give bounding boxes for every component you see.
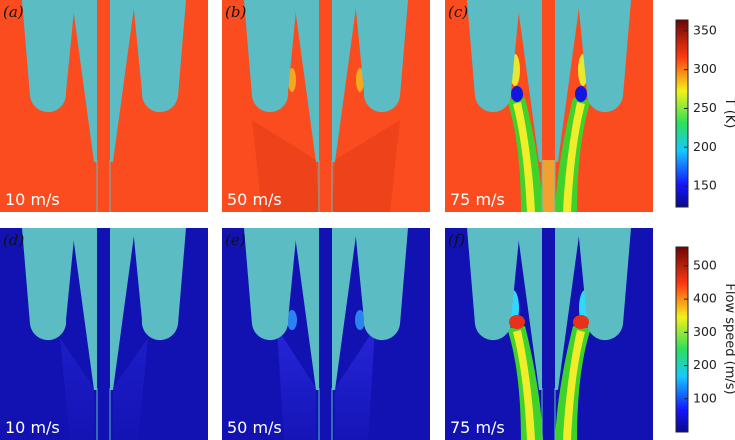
- tick-label: 250: [693, 100, 717, 115]
- speed-label: 10 m/s: [5, 418, 60, 437]
- speed-label: 50 m/s: [227, 418, 282, 437]
- tick-label: 350: [693, 22, 717, 37]
- tick-label: 100: [693, 390, 717, 405]
- panel-label: (b): [225, 3, 246, 21]
- speed-label: 75 m/s: [450, 418, 505, 437]
- panel: (c) 75 m/s: [445, 0, 653, 213]
- tick-label: 400: [693, 291, 717, 306]
- panel: (b) 50 m/s: [222, 0, 430, 213]
- speed-label: 50 m/s: [227, 190, 282, 209]
- panel: (a) 10 m/s: [0, 0, 208, 213]
- panel-label: (e): [225, 231, 246, 249]
- tick-label: 500: [693, 257, 717, 272]
- panel-label: (f): [448, 231, 465, 249]
- tick-label: 200: [693, 139, 717, 154]
- tick-label: 200: [693, 357, 717, 372]
- speed-label: 10 m/s: [5, 190, 60, 209]
- colorbar-label: Flow speed (m/s): [722, 283, 735, 394]
- panel: (d) 10 m/s: [0, 227, 208, 440]
- colorbar: [675, 246, 689, 433]
- panel-label: (c): [448, 3, 468, 21]
- panel: (f) 75 m/s: [445, 227, 653, 440]
- colorbar-label: T (K): [722, 97, 735, 129]
- tick-label: 150: [693, 178, 717, 193]
- panel-label: (a): [3, 3, 24, 21]
- tick-label: 300: [693, 61, 717, 76]
- colorbar: [675, 19, 689, 208]
- panel-label: (d): [3, 231, 24, 249]
- panel: (e) 50 m/s: [222, 227, 430, 440]
- tick-label: 300: [693, 324, 717, 339]
- speed-label: 75 m/s: [450, 190, 505, 209]
